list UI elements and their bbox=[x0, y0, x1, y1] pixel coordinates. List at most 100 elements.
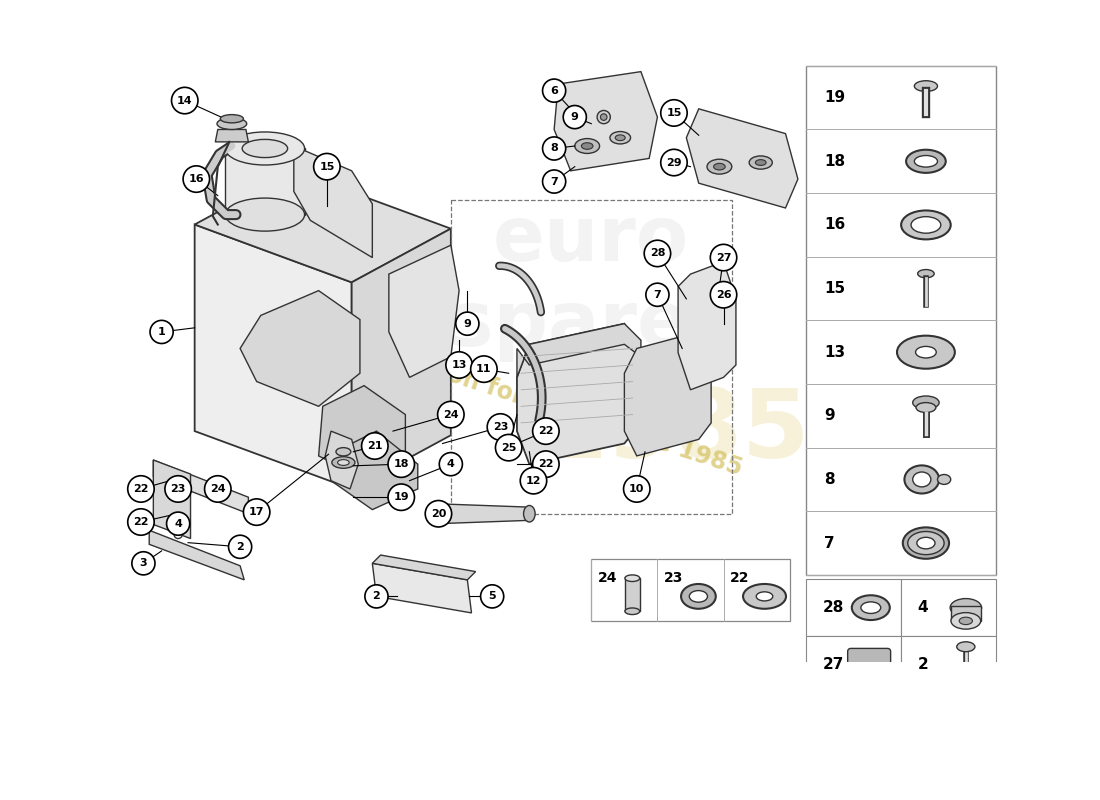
Circle shape bbox=[439, 453, 462, 476]
Text: 13: 13 bbox=[824, 345, 846, 360]
Text: 5: 5 bbox=[488, 591, 496, 602]
Text: 24: 24 bbox=[210, 484, 225, 494]
Text: 20: 20 bbox=[431, 509, 447, 518]
Text: 19: 19 bbox=[394, 492, 409, 502]
Text: 27: 27 bbox=[716, 253, 732, 262]
Ellipse shape bbox=[582, 142, 593, 150]
Text: 23: 23 bbox=[664, 570, 683, 585]
Ellipse shape bbox=[950, 598, 981, 617]
Text: 23: 23 bbox=[493, 422, 508, 432]
Circle shape bbox=[455, 312, 478, 335]
Text: 2: 2 bbox=[373, 591, 381, 602]
Bar bbox=[901, 579, 997, 636]
Ellipse shape bbox=[896, 336, 955, 369]
Ellipse shape bbox=[903, 527, 949, 558]
Text: 6: 6 bbox=[550, 86, 558, 96]
Ellipse shape bbox=[957, 642, 975, 652]
Circle shape bbox=[601, 114, 607, 120]
Polygon shape bbox=[678, 262, 736, 390]
Text: 16: 16 bbox=[188, 174, 205, 184]
Circle shape bbox=[661, 150, 688, 176]
Circle shape bbox=[711, 282, 737, 308]
Text: 14: 14 bbox=[177, 95, 192, 106]
Polygon shape bbox=[517, 324, 641, 464]
Text: 24: 24 bbox=[443, 410, 459, 419]
Ellipse shape bbox=[917, 270, 934, 278]
Polygon shape bbox=[952, 606, 981, 621]
Circle shape bbox=[426, 501, 452, 527]
FancyBboxPatch shape bbox=[848, 648, 891, 678]
Polygon shape bbox=[326, 431, 359, 489]
Polygon shape bbox=[625, 332, 711, 456]
Text: 27: 27 bbox=[823, 658, 844, 673]
Ellipse shape bbox=[615, 135, 625, 141]
Circle shape bbox=[532, 418, 559, 444]
Circle shape bbox=[388, 451, 415, 478]
Ellipse shape bbox=[913, 472, 931, 487]
Circle shape bbox=[172, 87, 198, 114]
Text: 28: 28 bbox=[823, 600, 844, 615]
Ellipse shape bbox=[916, 402, 936, 413]
Text: 12: 12 bbox=[526, 476, 541, 486]
Text: 19: 19 bbox=[824, 90, 846, 105]
Text: 15: 15 bbox=[667, 108, 682, 118]
Ellipse shape bbox=[914, 81, 937, 91]
Circle shape bbox=[542, 79, 565, 102]
Ellipse shape bbox=[707, 159, 732, 174]
Ellipse shape bbox=[959, 617, 972, 625]
Ellipse shape bbox=[575, 138, 600, 154]
Text: 22: 22 bbox=[538, 426, 553, 436]
Bar bbox=[898, 768, 997, 800]
Circle shape bbox=[314, 154, 340, 180]
Ellipse shape bbox=[851, 595, 890, 620]
Polygon shape bbox=[389, 245, 459, 378]
Circle shape bbox=[243, 499, 270, 526]
Bar bbox=[592, 559, 790, 621]
Polygon shape bbox=[153, 460, 249, 514]
Circle shape bbox=[132, 552, 155, 575]
Circle shape bbox=[563, 106, 586, 129]
Ellipse shape bbox=[913, 396, 939, 410]
Polygon shape bbox=[372, 555, 475, 580]
Circle shape bbox=[471, 356, 497, 382]
Ellipse shape bbox=[861, 602, 881, 614]
Bar bbox=[811, 768, 900, 800]
Text: 117 02: 117 02 bbox=[893, 779, 1000, 800]
Ellipse shape bbox=[915, 346, 936, 358]
Ellipse shape bbox=[952, 613, 981, 629]
Polygon shape bbox=[823, 778, 868, 800]
Text: 7: 7 bbox=[824, 535, 835, 550]
Polygon shape bbox=[439, 504, 529, 524]
Circle shape bbox=[166, 512, 189, 535]
Circle shape bbox=[646, 283, 669, 306]
Polygon shape bbox=[226, 149, 305, 214]
Text: 29: 29 bbox=[667, 158, 682, 167]
Ellipse shape bbox=[332, 457, 355, 468]
Circle shape bbox=[174, 530, 183, 538]
Polygon shape bbox=[216, 130, 249, 142]
Text: 4: 4 bbox=[447, 459, 454, 469]
Ellipse shape bbox=[749, 156, 772, 169]
Circle shape bbox=[165, 476, 191, 502]
Circle shape bbox=[711, 244, 737, 270]
Ellipse shape bbox=[916, 538, 935, 549]
Text: 18: 18 bbox=[824, 154, 846, 169]
Text: 15: 15 bbox=[824, 281, 846, 296]
Ellipse shape bbox=[714, 163, 725, 170]
Text: 15: 15 bbox=[319, 162, 334, 172]
Polygon shape bbox=[372, 563, 472, 613]
Circle shape bbox=[128, 476, 154, 502]
Circle shape bbox=[542, 137, 565, 160]
Ellipse shape bbox=[756, 160, 766, 166]
Text: 2: 2 bbox=[236, 542, 244, 552]
Ellipse shape bbox=[904, 466, 939, 494]
Circle shape bbox=[645, 240, 671, 266]
Ellipse shape bbox=[432, 505, 444, 523]
Polygon shape bbox=[625, 578, 640, 611]
Bar bbox=[901, 636, 997, 694]
Text: 24: 24 bbox=[598, 570, 617, 585]
Ellipse shape bbox=[242, 139, 287, 158]
Ellipse shape bbox=[226, 132, 305, 165]
Ellipse shape bbox=[901, 210, 950, 239]
Ellipse shape bbox=[690, 590, 707, 602]
